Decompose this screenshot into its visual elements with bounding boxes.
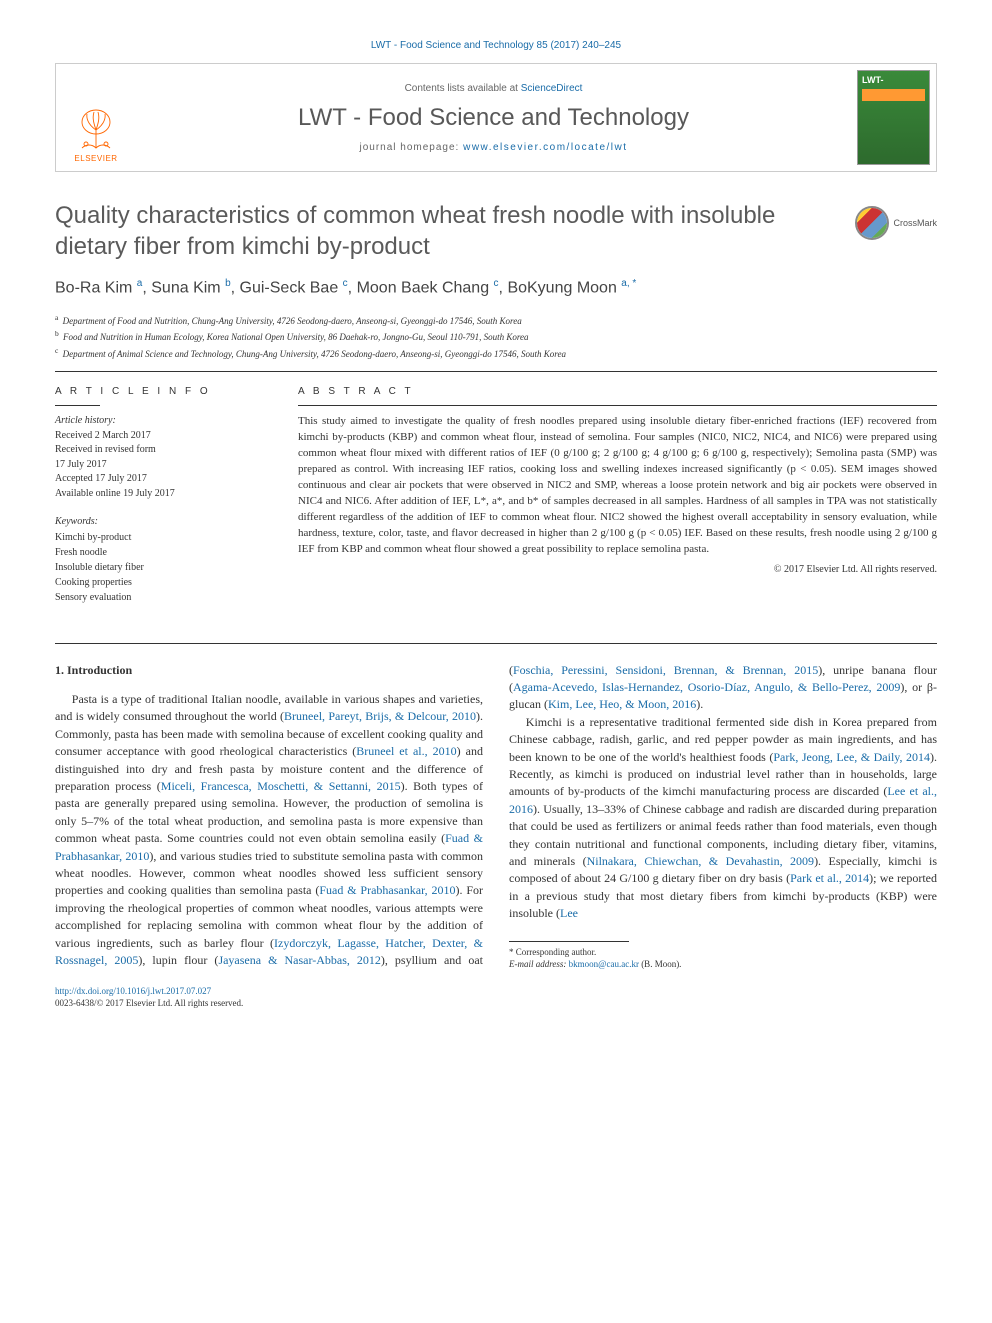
email-line: E-mail address: bkmoon@cau.ac.kr (B. Moo… <box>509 958 937 971</box>
journal-name: LWT - Food Science and Technology <box>146 104 841 132</box>
issn-copyright: 0023-6438/© 2017 Elsevier Ltd. All right… <box>55 998 243 1008</box>
homepage-prefix: journal homepage: <box>359 142 463 153</box>
citation-ref[interactable]: Park et al., 2014 <box>790 871 869 885</box>
keywords-block: Keywords: Kimchi by-productFresh noodleI… <box>55 515 270 605</box>
history-line: 17 July 2017 <box>55 458 270 473</box>
abstract-text: This study aimed to investigate the qual… <box>298 414 937 557</box>
keyword: Sensory evaluation <box>55 590 270 605</box>
doi-block: http://dx.doi.org/10.1016/j.lwt.2017.07.… <box>55 985 937 1010</box>
article-title: Quality characteristics of common wheat … <box>55 200 835 262</box>
journal-cover-image <box>857 70 930 165</box>
sciencedirect-link[interactable]: ScienceDirect <box>521 83 583 94</box>
contents-prefix: Contents lists available at <box>405 83 521 94</box>
article-history: Article history: Received 2 March 2017Re… <box>55 414 270 501</box>
body-text: 1. Introduction Pasta is a type of tradi… <box>55 662 937 971</box>
citation-ref[interactable]: Kim, Lee, Heo, & Moon, 2016 <box>548 697 696 711</box>
divider-short <box>298 405 937 406</box>
journal-cover-thumb <box>851 64 936 171</box>
citation-ref[interactable]: Fuad & Prabhasankar, 2010 <box>319 883 455 897</box>
keyword: Fresh noodle <box>55 545 270 560</box>
divider <box>55 643 937 644</box>
citation-ref[interactable]: Nilnakara, Chiewchan, & Devahastin, 2009 <box>587 854 814 868</box>
abstract-copyright: © 2017 Elsevier Ltd. All rights reserved… <box>298 564 937 575</box>
history-label: Article history: <box>55 414 270 429</box>
corresponding-author: * Corresponding author. <box>509 946 937 959</box>
citation-ref[interactable]: Miceli, Francesca, Moschetti, & Settanni… <box>161 779 401 793</box>
citation-ref[interactable]: Jayasena & Nasar-Abbas, 2012 <box>218 953 380 967</box>
affiliations: a Department of Food and Nutrition, Chun… <box>55 312 937 362</box>
keywords-label: Keywords: <box>55 515 270 530</box>
citation-ref[interactable]: Lee <box>560 906 578 920</box>
journal-homepage-link[interactable]: www.elsevier.com/locate/lwt <box>463 142 627 153</box>
divider-short <box>55 405 100 406</box>
contents-available: Contents lists available at ScienceDirec… <box>146 83 841 94</box>
doi-link[interactable]: http://dx.doi.org/10.1016/j.lwt.2017.07.… <box>55 986 211 996</box>
crossmark-icon <box>855 206 889 240</box>
crossmark-label: CrossMark <box>893 218 937 228</box>
elsevier-tree-icon <box>66 82 126 152</box>
section-heading-intro: 1. Introduction <box>55 662 483 679</box>
divider <box>55 371 937 372</box>
masthead: ELSEVIER Contents lists available at Sci… <box>55 63 937 172</box>
history-line: Accepted 17 July 2017 <box>55 472 270 487</box>
abstract-heading: A B S T R A C T <box>298 386 937 397</box>
history-line: Received 2 March 2017 <box>55 429 270 444</box>
footnote-divider <box>509 941 629 942</box>
author-list: Bo-Ra Kim a, Suna Kim b, Gui-Seck Bae c,… <box>55 278 937 297</box>
citation-ref[interactable]: Bruneel et al., 2010 <box>356 744 456 758</box>
citation-line: LWT - Food Science and Technology 85 (20… <box>55 40 937 51</box>
citation-ref[interactable]: Agama-Acevedo, Islas-Hernandez, Osorio-D… <box>513 680 900 694</box>
publisher-name: ELSEVIER <box>74 154 117 163</box>
author-email-link[interactable]: bkmoon@cau.ac.kr <box>569 959 639 969</box>
citation-ref[interactable]: Bruneel, Pareyt, Brijs, & Delcour, 2010 <box>284 709 476 723</box>
keyword: Insoluble dietary fiber <box>55 560 270 575</box>
history-line: Available online 19 July 2017 <box>55 487 270 502</box>
history-line: Received in revised form <box>55 443 270 458</box>
body-para-2: Kimchi is a representative traditional f… <box>509 714 937 923</box>
keyword: Cooking properties <box>55 575 270 590</box>
article-info-heading: A R T I C L E I N F O <box>55 386 270 397</box>
keyword: Kimchi by-product <box>55 530 270 545</box>
crossmark-badge[interactable]: CrossMark <box>855 206 937 240</box>
footnotes: * Corresponding author. E-mail address: … <box>509 946 937 971</box>
citation-ref[interactable]: Foschia, Peressini, Sensidoni, Brennan, … <box>513 663 818 677</box>
journal-homepage-line: journal homepage: www.elsevier.com/locat… <box>146 142 841 153</box>
citation-ref[interactable]: Park, Jeong, Lee, & Daily, 2014 <box>773 750 930 764</box>
publisher-logo-block: ELSEVIER <box>56 64 136 171</box>
